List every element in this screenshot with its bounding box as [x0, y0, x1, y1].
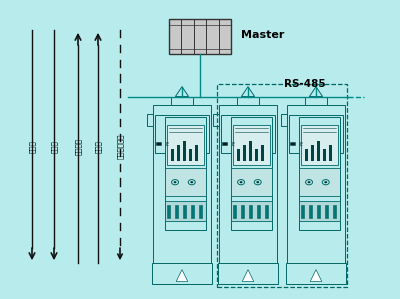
Bar — [165, 168, 206, 196]
Text: 频率设定: 频率设定 — [75, 138, 81, 155]
Bar — [169, 19, 231, 54]
Bar — [290, 142, 294, 146]
Bar — [243, 145, 246, 161]
Circle shape — [322, 180, 329, 185]
Bar — [175, 205, 178, 218]
Bar — [152, 263, 212, 284]
Bar — [325, 205, 328, 218]
Bar — [153, 105, 211, 284]
Circle shape — [240, 181, 242, 183]
Circle shape — [238, 180, 244, 185]
Circle shape — [306, 180, 312, 185]
Circle shape — [188, 180, 195, 185]
Bar — [191, 205, 194, 218]
Bar — [230, 168, 272, 196]
Text: 水泵气路输入: 水泵气路输入 — [117, 134, 123, 159]
Bar — [213, 114, 219, 126]
Bar — [219, 105, 277, 284]
Bar — [323, 149, 326, 161]
Bar — [298, 168, 340, 196]
Bar — [265, 205, 268, 218]
Bar — [189, 149, 192, 161]
Circle shape — [256, 181, 259, 183]
Bar — [195, 145, 198, 161]
Bar — [183, 141, 186, 161]
Circle shape — [308, 181, 310, 183]
Text: 加速度: 加速度 — [51, 140, 57, 153]
Bar — [286, 263, 346, 284]
Bar — [199, 205, 202, 218]
Bar — [305, 149, 308, 161]
Text: E: E — [166, 142, 168, 147]
Bar — [217, 84, 347, 287]
Bar — [249, 141, 252, 161]
Bar — [287, 105, 345, 284]
Polygon shape — [309, 87, 323, 97]
Text: Master: Master — [241, 30, 284, 40]
Bar — [230, 117, 272, 230]
Text: 去领号: 去领号 — [29, 140, 35, 153]
Bar — [156, 142, 160, 146]
Text: RS-485: RS-485 — [284, 79, 326, 89]
Polygon shape — [175, 87, 189, 97]
Bar — [154, 115, 210, 153]
Bar — [147, 114, 153, 126]
Bar — [309, 205, 312, 218]
Bar — [237, 149, 240, 161]
Polygon shape — [241, 87, 255, 97]
Text: E: E — [300, 142, 302, 147]
Bar — [301, 205, 304, 218]
Polygon shape — [310, 270, 322, 281]
Bar — [165, 117, 206, 230]
Bar — [249, 205, 252, 218]
Bar — [221, 115, 275, 153]
Bar — [233, 125, 270, 165]
Bar — [218, 263, 278, 284]
Text: E: E — [232, 142, 234, 147]
Circle shape — [324, 181, 327, 183]
Bar — [165, 201, 206, 221]
Bar — [233, 205, 236, 218]
Circle shape — [172, 180, 178, 185]
Bar — [230, 201, 272, 221]
Polygon shape — [176, 270, 188, 281]
Bar — [171, 97, 193, 105]
Bar — [311, 145, 314, 161]
Bar — [317, 205, 320, 218]
Bar — [289, 115, 344, 153]
Bar — [171, 149, 174, 161]
Bar — [177, 145, 180, 161]
Bar — [261, 145, 264, 161]
Bar — [281, 114, 287, 126]
Bar — [298, 117, 340, 230]
Bar — [255, 149, 258, 161]
Bar — [298, 201, 340, 221]
Bar — [333, 205, 336, 218]
Polygon shape — [242, 270, 254, 281]
Bar — [301, 125, 338, 165]
Circle shape — [254, 180, 261, 185]
Circle shape — [190, 181, 193, 183]
Bar — [329, 145, 332, 161]
Text: 监测流: 监测流 — [95, 140, 101, 153]
Bar — [167, 125, 204, 165]
Bar — [317, 141, 320, 161]
Bar — [222, 142, 226, 146]
Circle shape — [174, 181, 176, 183]
Bar — [183, 205, 186, 218]
Bar — [257, 205, 260, 218]
Bar — [305, 97, 327, 105]
Bar — [241, 205, 244, 218]
Bar — [237, 97, 259, 105]
Bar — [167, 205, 170, 218]
